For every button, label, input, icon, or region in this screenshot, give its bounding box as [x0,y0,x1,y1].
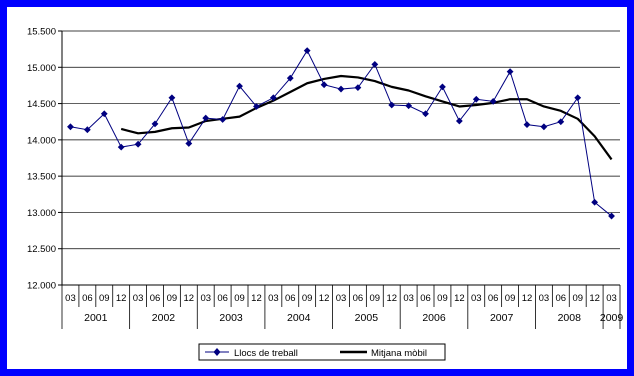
x-tick-label: 09 [572,293,583,304]
year-label: 2005 [355,312,379,324]
x-tick-label: 09 [437,293,448,304]
x-tick-label: 03 [606,293,617,304]
legend-label-llocs: Llocs de treball [234,348,298,359]
x-tick-label: 12 [116,293,127,304]
data-point [67,123,74,131]
y-tick-label: 14.000 [27,135,56,146]
x-tick-label: 03 [65,293,76,304]
x-tick-label: 09 [167,293,178,304]
data-point [540,123,548,131]
data-point [388,101,396,109]
data-point [117,143,125,151]
x-tick-label: 12 [454,293,465,304]
y-tick-label: 12.500 [27,244,56,255]
data-point [557,118,565,126]
x-tick-label: 03 [403,293,414,304]
data-point [405,102,413,110]
data-point [489,97,497,105]
data-point [574,94,582,102]
data-point [371,60,379,68]
data-point [506,68,514,76]
data-point [286,74,294,82]
data-point [608,212,615,220]
data-point [236,82,243,90]
data-point [354,84,362,92]
year-label: 2009 [600,312,624,324]
year-label: 2003 [219,312,243,324]
x-tick-label: 09 [370,293,381,304]
year-label: 2002 [152,312,176,324]
year-label: 2007 [490,312,514,324]
legend-box [198,343,446,361]
x-tick-label: 12 [589,293,600,304]
axes [58,30,621,329]
series-line-mitjana-mobil [120,74,613,161]
year-label: 2004 [287,312,311,324]
x-tick-label: 12 [319,293,330,304]
x-tick-label: 03 [539,293,550,304]
data-point [134,140,142,148]
y-tick-labels: 12.000 12.500 13.000 13.500 14.000 14.500 15.0… [27,27,56,292]
x-tick-label: 06 [82,293,93,304]
data-point [202,114,210,122]
data-point [303,47,311,54]
data-point [320,81,328,89]
x-tick-label: 06 [488,293,499,304]
data-point [253,103,260,110]
plot-area [67,47,615,220]
x-tick-label: 09 [505,293,516,304]
year-label: 2006 [422,312,446,324]
y-tick-label: 13.000 [27,208,56,219]
x-tick-label: 12 [184,293,195,304]
data-point [219,116,227,123]
data-point [168,94,176,102]
y-tick-label: 15.500 [27,27,56,38]
y-tick-label: 12.000 [27,281,56,292]
x-tick-label: 09 [302,293,313,304]
x-tick-label: 06 [150,293,161,304]
data-point [100,110,108,118]
line-chart: 12.000 12.500 13.000 13.500 14.000 14.500 15.0… [27,27,623,361]
data-point [523,121,531,129]
x-tick-label: 12 [386,293,397,304]
x-tick-label: 03 [133,293,144,304]
y-tick-label: 14.500 [27,99,56,110]
x-tick-label: 03 [200,293,211,304]
x-tick-label: 09 [234,293,245,304]
x-tick-label: 06 [556,293,567,304]
x-tick-label: 09 [99,293,110,304]
x-tick-label: 06 [285,293,296,304]
year-label: 2008 [558,312,582,324]
y-tick-label: 13.500 [27,172,56,183]
data-point [83,126,91,134]
data-point [455,117,463,125]
legend-label-mitjana: Mitjana mòbil [371,348,427,359]
chart-frame: 12.000 12.500 13.000 13.500 14.000 14.500 15.0… [7,7,627,369]
data-point [472,95,480,103]
gridlines [62,30,620,286]
x-tick-label: 06 [420,293,431,304]
data-point [439,83,446,91]
x-tick-label: 12 [251,293,262,304]
x-tick-label: 12 [522,293,533,304]
data-point [151,120,159,128]
x-tick-label: 03 [268,293,279,304]
legend: Llocs de treball Mitjana mòbil [198,343,446,361]
y-tick-label: 15.000 [27,63,56,74]
data-point [337,85,345,93]
x-tick-labels: 03 06 09 12 03 06 09 12 03 06 09 12 03 06 09 12 03 06 09 12… [65,293,623,324]
data-point [269,94,277,102]
data-point [591,198,599,206]
data-point [422,110,429,118]
data-point [185,140,193,147]
legend-marker-llocs [213,348,221,356]
x-tick-label: 03 [471,293,482,304]
x-tick-label: 03 [336,293,347,304]
x-tick-label: 06 [353,293,364,304]
year-label: 2001 [84,312,108,324]
x-tick-label: 06 [217,293,228,304]
